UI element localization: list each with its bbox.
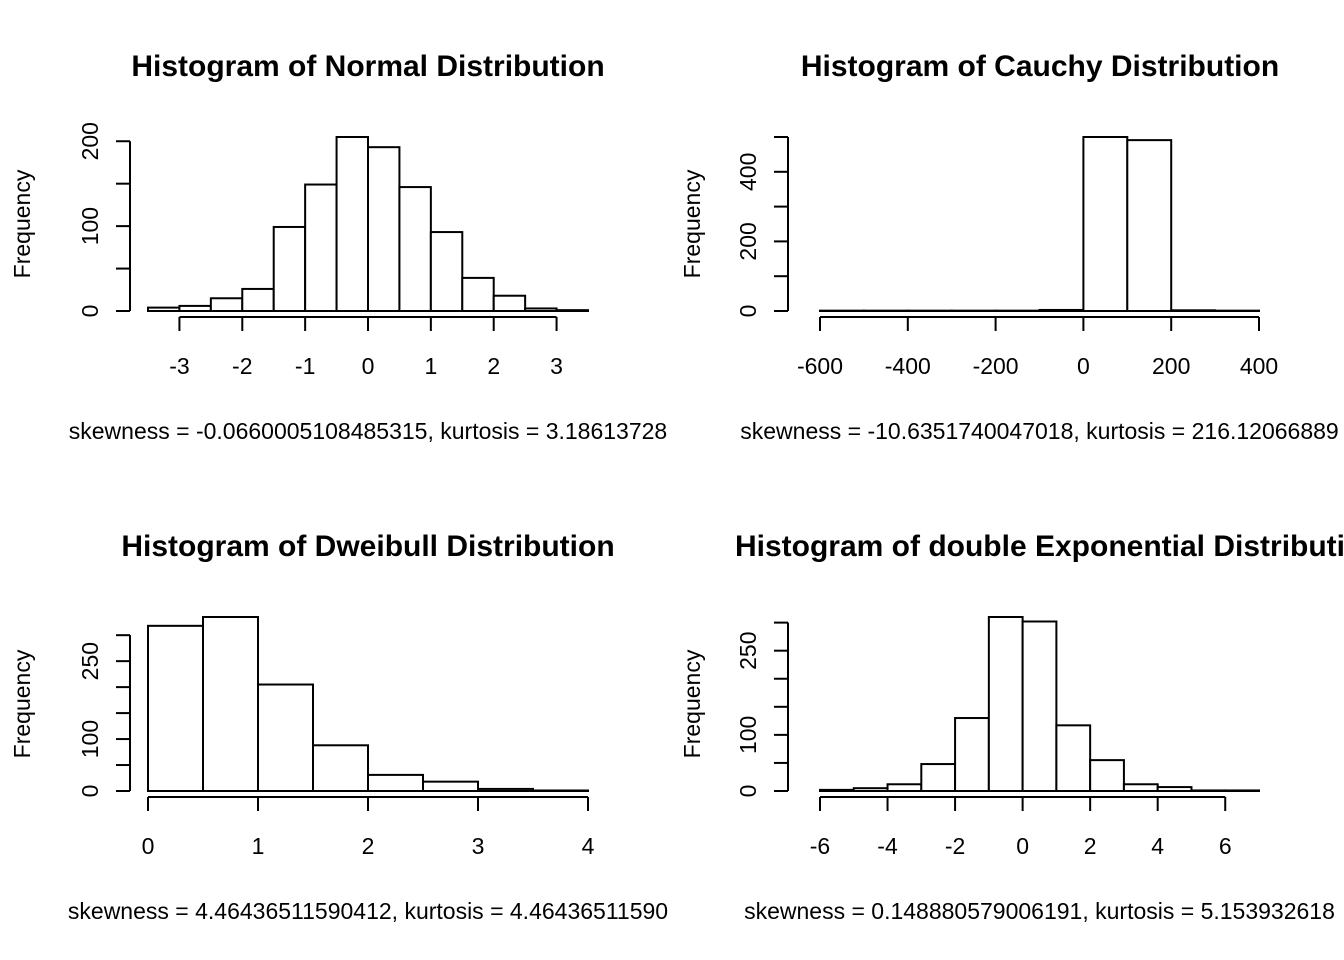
histogram-bar <box>987 616 1024 792</box>
x-axis-label: skewness = -10.6351740047018, kurtosis =… <box>740 418 1338 444</box>
x-tick-label: 400 <box>1240 353 1278 379</box>
histogram-bar <box>461 276 495 312</box>
histogram-bar <box>367 146 401 312</box>
x-tick-label: -200 <box>973 353 1019 379</box>
x-tick-label: 1 <box>424 353 437 379</box>
histogram-bar <box>1126 139 1173 312</box>
x-tick-label: 0 <box>142 833 155 859</box>
x-tick-label: 2 <box>362 833 375 859</box>
histogram-bar <box>422 780 479 793</box>
x-tick-label: -2 <box>232 353 252 379</box>
histogram-bar <box>1156 786 1193 793</box>
histogram-bar <box>1082 136 1129 312</box>
histogram-bar <box>492 294 527 313</box>
x-tick-label: 4 <box>582 833 595 859</box>
histogram-bar <box>532 789 589 792</box>
histogram-bar <box>312 744 369 793</box>
y-tick-label: 0 <box>735 785 761 798</box>
histogram-bar <box>178 304 212 313</box>
x-tick-label: 0 <box>362 353 375 379</box>
histogram-bar <box>272 225 307 312</box>
y-tick-label: 100 <box>735 716 761 754</box>
histogram-bar <box>147 306 181 313</box>
y-tick-label: 0 <box>77 785 103 798</box>
y-axis-label: Frequency <box>9 649 35 758</box>
histogram-bar <box>852 787 889 792</box>
x-tick-label: 2 <box>1084 833 1097 859</box>
histogram-bar <box>1190 789 1227 793</box>
histogram-bar <box>209 297 244 312</box>
chart-title: Histogram of double Exponential Distribu… <box>735 530 1344 563</box>
histogram-bar <box>429 231 464 312</box>
histogram-bar <box>147 624 204 792</box>
histogram-bar <box>304 183 338 312</box>
y-tick-label: 100 <box>77 720 103 758</box>
histogram-bar <box>886 783 923 793</box>
y-tick-label: 250 <box>77 642 103 680</box>
x-axis-label: skewness = 4.46436511590412, kurtosis = … <box>68 898 668 924</box>
y-tick-label: 200 <box>735 222 761 260</box>
histogram-bar <box>1122 783 1159 793</box>
x-tick-label: -400 <box>885 353 931 379</box>
y-tick-label: 250 <box>735 631 761 669</box>
chart-title: Histogram of Dweibull Distribution <box>121 530 614 563</box>
histogram-bar <box>257 683 314 793</box>
x-tick-label: 6 <box>1219 833 1232 859</box>
histogram-bar <box>241 287 275 312</box>
x-tick-label: -4 <box>877 833 898 859</box>
x-axis-label: skewness = 0.148880579006191, kurtosis =… <box>744 898 1335 924</box>
chart-title: Histogram of Normal Distribution <box>131 50 604 83</box>
y-axis-label: Frequency <box>9 169 35 278</box>
x-tick-label: 1 <box>252 833 265 859</box>
histogram-bar <box>477 787 534 792</box>
x-tick-label: 200 <box>1152 353 1190 379</box>
histogram-bar <box>367 773 424 792</box>
x-tick-label: 3 <box>550 353 563 379</box>
y-axis-label: Frequency <box>679 169 705 278</box>
x-tick-label: -3 <box>169 353 189 379</box>
histogram-bar <box>920 763 957 792</box>
x-tick-label: -2 <box>945 833 965 859</box>
histogram-bar <box>1089 759 1125 792</box>
x-tick-label: 0 <box>1016 833 1029 859</box>
histogram-bar <box>335 136 370 312</box>
histogram-bar <box>819 788 855 793</box>
histogram-panel-1: Histogram of Normal Distribution -3 -2 -1 0 1… <box>9 50 667 444</box>
histogram-bar <box>1021 620 1058 792</box>
x-tick-label: 2 <box>487 353 500 379</box>
y-tick-label: 200 <box>77 122 103 160</box>
y-tick-label: 0 <box>77 305 103 318</box>
y-tick-label: 100 <box>77 207 103 245</box>
histogram-bar <box>202 616 259 792</box>
histogram-panel-2: Histogram of Cauchy Distribution -600 -400… <box>679 50 1339 444</box>
x-axis-label: skewness = -0.0660005108485315, kurtosis… <box>69 418 667 444</box>
x-tick-label: -1 <box>295 353 315 379</box>
histogram-bar <box>954 717 990 793</box>
histogram-bar <box>1224 789 1260 793</box>
x-tick-label: 3 <box>472 833 485 859</box>
x-tick-label: 0 <box>1077 353 1090 379</box>
histogram-bar <box>1055 724 1092 793</box>
histogram-bar <box>555 309 589 312</box>
y-tick-label: 0 <box>735 305 761 318</box>
x-tick-label: -600 <box>797 353 843 379</box>
histogram-panel-3: Histogram of Dweibull Distribution 0 1 2 3 4 0… <box>9 530 668 924</box>
y-tick-label: 400 <box>735 153 761 191</box>
x-tick-label: 4 <box>1151 833 1164 859</box>
histogram-bar <box>1038 308 1085 312</box>
x-tick-label: -6 <box>810 833 830 859</box>
y-axis-label: Frequency <box>679 649 705 758</box>
histogram-bar <box>398 186 432 312</box>
histogram-bar <box>524 307 558 312</box>
histogram-bar <box>1170 309 1217 312</box>
histogram-panel-4: Histogram of double Exponential Distribu… <box>679 530 1344 924</box>
chart-title: Histogram of Cauchy Distribution <box>801 50 1279 83</box>
